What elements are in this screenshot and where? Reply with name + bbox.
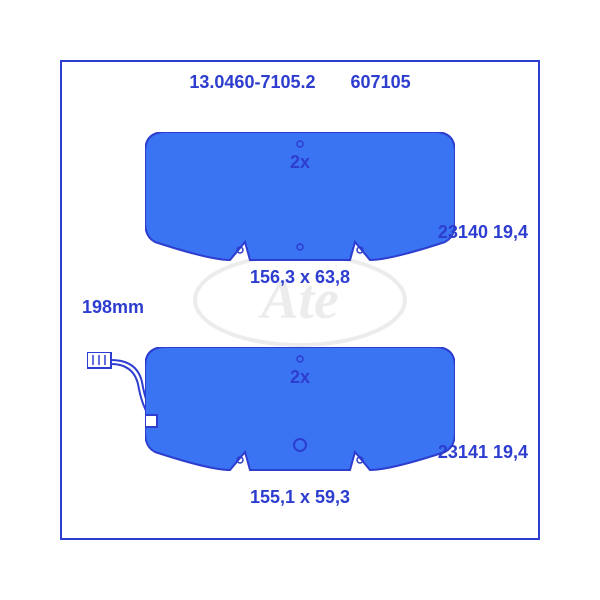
cable-length-label: 198mm (82, 297, 144, 318)
brand-watermark: Ate (190, 250, 410, 350)
pad-bot-dimensions: 155,1 x 59,3 (145, 487, 455, 508)
part-number-secondary: 607105 (351, 72, 411, 92)
brake-pad-top: 2x (145, 132, 455, 262)
pad-bot-svg (145, 347, 455, 472)
part-number-primary: 13.0460-7105.2 (189, 72, 315, 92)
pad-top-dimensions: 156,3 x 63,8 (145, 267, 455, 288)
pad-bot-side-label: 23141 19,4 (438, 442, 528, 463)
diagram-frame: 13.0460-7105.2 607105 Ate 2x 156,3 x 63,… (60, 60, 540, 540)
pad-top-side-label: 23140 19,4 (438, 222, 528, 243)
pad-bot-quantity: 2x (145, 367, 455, 388)
pad-top-quantity: 2x (145, 152, 455, 173)
brake-pad-bottom: 2x (145, 347, 455, 472)
header: 13.0460-7105.2 607105 (62, 72, 538, 93)
